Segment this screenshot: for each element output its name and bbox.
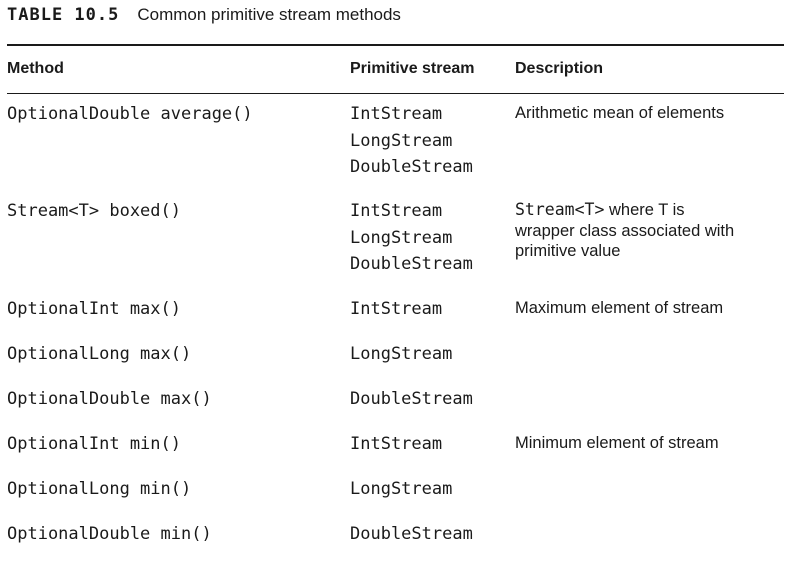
primitive-stream-cell: DoubleStream: [350, 521, 473, 548]
stream-type: LongStream: [350, 227, 453, 248]
stream-type: IntStream: [350, 434, 443, 454]
stream-type: LongStream: [350, 344, 453, 364]
primitive-stream-cell: IntStream: [350, 296, 442, 323]
primitive-stream-cell: IntStream LongStream DoubleStream: [350, 101, 473, 181]
stream-type: DoubleStream: [350, 157, 473, 177]
description-cell: Stream<T> where T is wrapper class associ…: [515, 200, 780, 262]
header-method: Method: [7, 60, 64, 77]
method-cell: OptionalDouble min(): [7, 524, 212, 544]
table-caption: TABLE 10.5 Common primitive stream method…: [7, 5, 401, 27]
method-cell: OptionalDouble average(): [7, 104, 253, 124]
primitive-stream-cell: LongStream: [350, 341, 452, 368]
stream-type: IntStream: [350, 201, 443, 221]
header-rule: [7, 93, 784, 94]
primitive-stream-cell: IntStream LongStream DoubleStream: [350, 198, 473, 278]
method-cell: OptionalDouble max(): [7, 389, 212, 409]
stream-type: DoubleStream: [350, 254, 473, 274]
header-primitive-stream: Primitive stream: [350, 60, 475, 77]
table-number: TABLE 10.5: [7, 5, 120, 25]
description-cell: Arithmetic mean of elements: [515, 104, 725, 122]
description-text: where T is: [604, 201, 685, 219]
description-text: wrapper class associated with primitive …: [515, 221, 735, 261]
method-cell: OptionalInt min(): [7, 434, 181, 454]
description-cell: Minimum element of stream: [515, 434, 719, 452]
table-title: Common primitive stream methods: [137, 5, 401, 24]
method-cell: Stream<T> boxed(): [7, 201, 181, 221]
primitive-stream-cell: LongStream: [350, 476, 452, 503]
stream-type: IntStream: [350, 299, 443, 319]
description-code: Stream<T>: [515, 200, 605, 219]
method-cell: OptionalLong max(): [7, 344, 192, 364]
stream-type: IntStream: [350, 104, 443, 124]
stream-type: DoubleStream: [350, 524, 473, 544]
primitive-stream-cell: DoubleStream: [350, 386, 473, 413]
table-top-rule: [7, 44, 784, 46]
method-cell: OptionalInt max(): [7, 299, 181, 319]
stream-type: LongStream: [350, 479, 453, 499]
method-cell: OptionalLong min(): [7, 479, 192, 499]
description-cell: Maximum element of stream: [515, 299, 724, 317]
stream-type: DoubleStream: [350, 389, 473, 409]
header-description: Description: [515, 60, 604, 77]
primitive-stream-cell: IntStream: [350, 431, 442, 458]
stream-type: LongStream: [350, 130, 453, 151]
